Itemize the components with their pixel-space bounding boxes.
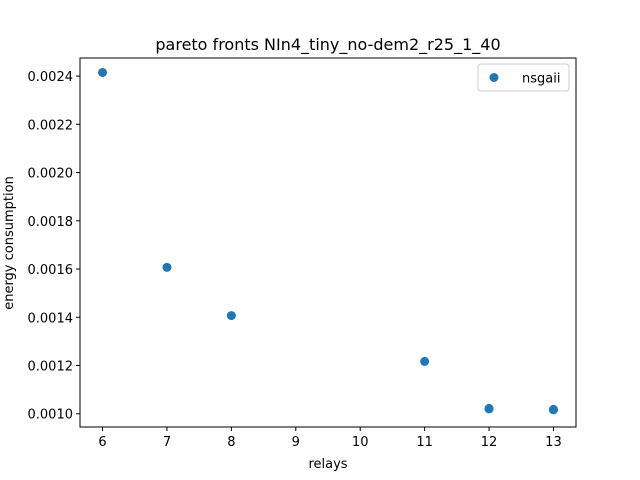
y-tick-label: 0.0014 [28,311,74,326]
data-point [548,405,558,415]
y-axis-label: energy consumption [2,176,17,310]
x-tick-label: 11 [416,435,433,450]
y-tick-label: 0.0016 [28,263,74,278]
y-tick-label: 0.0020 [28,167,74,182]
data-point [420,356,430,366]
y-tick-label: 0.0024 [28,70,74,85]
y-tick-label: 0.0022 [28,118,74,133]
data-point [226,311,236,321]
y-tick-label: 0.0018 [28,215,74,230]
x-tick-label: 9 [292,435,300,450]
x-tick-label: 6 [98,435,106,450]
legend-marker [489,73,499,82]
data-point [162,262,172,272]
x-tick-label: 12 [481,435,498,450]
y-tick-label: 0.0012 [28,360,74,375]
chart-title: pareto fronts NIn4_tiny_no-dem2_r25_1_40 [155,35,500,55]
y-tick-label: 0.0010 [28,408,74,423]
x-tick-label: 7 [163,435,171,450]
x-tick-label: 8 [227,435,235,450]
x-tick-label: 10 [352,435,369,450]
axes-frame [79,57,577,428]
x-tick-label: 13 [545,435,562,450]
x-axis-label: relays [308,457,347,472]
legend-box [477,63,570,92]
data-point [484,404,494,414]
plot-area: 6 7 8 9 10 11 12 13 0.0010 0.0012 0.0014 0.0016 0.00… [28,57,577,450]
data-point [98,67,108,77]
legend-label: nsgaii [522,72,560,87]
